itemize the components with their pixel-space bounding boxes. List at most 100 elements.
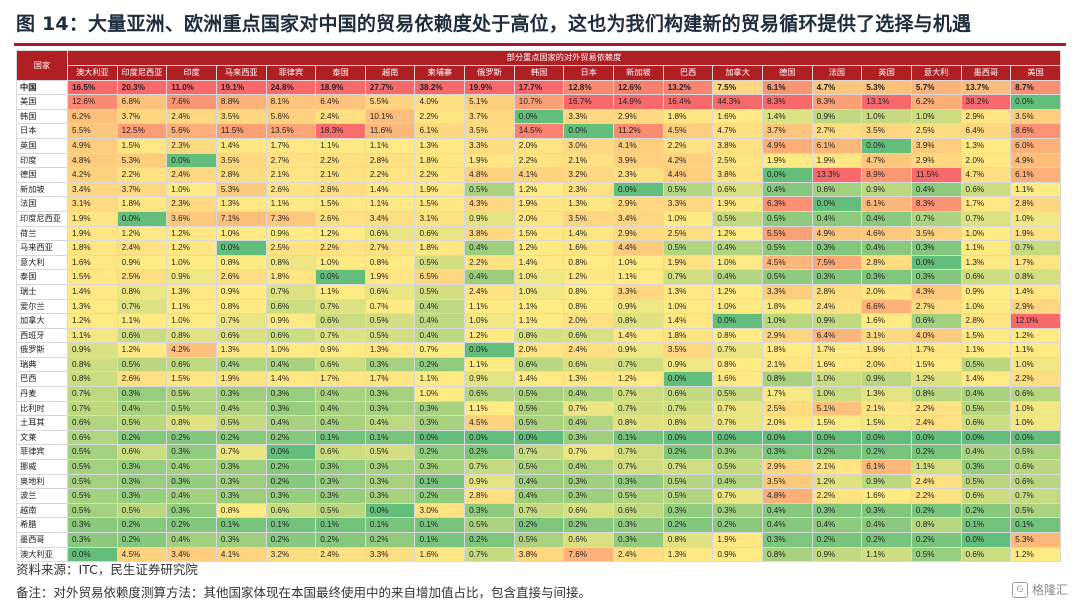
- table-cell: 0.5%: [513, 386, 565, 402]
- table-cell: 0.1%: [960, 517, 1012, 533]
- table-cell: 2.8%: [811, 283, 863, 300]
- table-cell: 2.5%: [761, 400, 813, 417]
- table-cell: 2.2%: [1010, 371, 1061, 388]
- table-cell: 0.6%: [315, 356, 366, 373]
- table-cell: 6.6%: [861, 298, 912, 315]
- table-cell: 4.3%: [910, 283, 962, 300]
- table-cell: 2.1%: [761, 356, 813, 373]
- table-cell: 0.0%: [464, 429, 515, 446]
- table-cell: 0.7%: [662, 459, 714, 475]
- row-label: 挪威: [16, 459, 68, 475]
- table-cell: 6.2%: [67, 108, 118, 125]
- table-cell: 0.4%: [315, 386, 366, 402]
- table-cell: 4.1%: [613, 137, 664, 154]
- table-cell: 0.1%: [364, 517, 416, 533]
- table-cell: 2.6%: [215, 269, 267, 285]
- table-cell: 12.0%: [1010, 313, 1061, 329]
- table-cell: 3.5%: [563, 210, 615, 227]
- table-cell: 0.0%: [811, 429, 863, 446]
- table-cell: 7.3%: [265, 210, 317, 227]
- table-cell: 0.7%: [662, 269, 714, 285]
- table-cell: 1.9%: [414, 181, 466, 198]
- table-cell: 6.0%: [1010, 137, 1061, 154]
- table-cell: 18.3%: [315, 123, 366, 139]
- table-cell: 0.9%: [464, 473, 515, 490]
- table-row: 挪威 0.5% 0.3% 0.4% 0.3% 0.2% 0.3% 0.3% 0.3% 0.7% 0.…: [16, 459, 1061, 475]
- column-header-row: 澳大利亚 印度尼西亚 印度 马来西亚 菲律宾 泰国 越南 柬埔寨 俄罗斯 韩国 日本 新加坡 巴西 加拿大…: [17, 65, 1061, 81]
- table-cell: 0.3%: [861, 502, 912, 519]
- table-row: 中国 16.5% 20.3% 11.0% 19.1% 24.8% 18.9% 27.7% 38.…: [16, 79, 1061, 96]
- table-cell: 0.1%: [414, 532, 466, 548]
- table-cell: 0.5%: [662, 488, 714, 504]
- table-cell: 4.5%: [662, 123, 714, 139]
- table-cell: 0.9%: [265, 313, 317, 329]
- table-cell: 4.1%: [215, 546, 267, 563]
- row-label: 马来西亚: [16, 240, 68, 256]
- table-cell: 1.0%: [166, 313, 217, 329]
- table-cell: 2.2%: [910, 488, 962, 504]
- table-row: 爱尔兰 1.3% 0.7% 1.1% 0.8% 0.6% 0.7% 0.7% 0.4% 1.1% 1…: [16, 298, 1061, 315]
- table-cell: 0.3%: [960, 459, 1012, 475]
- table-cell: 13.1%: [861, 94, 912, 110]
- table-cell: 1.9%: [712, 196, 763, 212]
- table-cell: 6.2%: [910, 94, 962, 110]
- table-cell: 0.6%: [364, 225, 416, 242]
- table-cell: 3.5%: [761, 473, 813, 490]
- table-cell: 0.6%: [563, 356, 615, 373]
- table-cell: 6.1%: [761, 79, 813, 96]
- table-cell: 1.4%: [265, 371, 317, 388]
- table-cell: 1.1%: [513, 313, 565, 329]
- table-cell: 5.6%: [166, 123, 217, 139]
- table-row: 荷兰 1.9% 1.2% 1.2% 1.0% 0.9% 1.2% 0.6% 0.6% 3.8% 1.…: [16, 225, 1061, 242]
- table-cell: 1.1%: [960, 240, 1012, 256]
- table-row: 新加坡 3.4% 3.7% 1.0% 5.3% 2.6% 2.8% 1.4% 1.9% 0.5% 1…: [16, 181, 1061, 198]
- table-cell: 1.4%: [563, 225, 615, 242]
- table-cell: 3.7%: [464, 108, 515, 125]
- table-cell: 0.7%: [265, 283, 317, 300]
- table-cell: 0.4%: [414, 313, 466, 329]
- table-cell: 1.0%: [662, 298, 714, 315]
- table-cell: 0.4%: [315, 415, 366, 431]
- table-cell: 44.3%: [712, 94, 763, 110]
- table-cell: 2.1%: [563, 152, 615, 169]
- table-cell: 0.4%: [215, 400, 267, 417]
- table-cell: 1.9%: [364, 269, 416, 285]
- table-cell: 0.6%: [166, 356, 217, 373]
- dependency-heatmap-table: 国家 部分重点国家的对外贸易依赖度 澳大利亚 印度尼西亚 印度 马来西亚 菲律宾 泰国 越南…: [16, 50, 1061, 563]
- table-cell: 0.4%: [464, 269, 515, 285]
- table-cell: 0.7%: [613, 444, 664, 461]
- table-cell: 1.3%: [364, 342, 416, 358]
- table-cell: 4.9%: [761, 137, 813, 154]
- table-cell: 0.6%: [960, 546, 1012, 563]
- table-cell: 0.5%: [166, 400, 217, 417]
- table-cell: 1.5%: [910, 356, 962, 373]
- table-cell: 24.8%: [265, 79, 317, 96]
- table-cell: 2.2%: [811, 488, 863, 504]
- table-cell: 2.3%: [613, 167, 664, 183]
- table-cell: 1.7%: [364, 371, 416, 388]
- table-cell: 0.3%: [67, 532, 118, 548]
- table-cell: 0.5%: [960, 400, 1012, 417]
- table-cell: 0.7%: [116, 298, 168, 315]
- table-cell: 6.1%: [1010, 167, 1061, 183]
- table-cell: 0.6%: [563, 327, 615, 344]
- table-cell: 1.9%: [712, 532, 763, 548]
- table-cell: 0.6%: [811, 181, 863, 198]
- table-cell: 1.7%: [265, 137, 317, 154]
- table-cell: 1.6%: [563, 240, 615, 256]
- table-cell: 0.3%: [116, 459, 168, 475]
- table-cell: 0.9%: [861, 181, 912, 198]
- table-cell: 3.5%: [215, 152, 267, 169]
- table-cell: 13.5%: [265, 123, 317, 139]
- table-cell: 0.1%: [414, 517, 466, 533]
- table-cell: 0.0%: [513, 108, 565, 125]
- column-header: 韩国: [513, 65, 565, 81]
- table-cell: 0.6%: [1010, 386, 1061, 402]
- table-row: 巴西 0.8% 2.6% 1.5% 1.9% 1.4% 1.7% 1.7% 1.1% 0.9% 1.…: [16, 371, 1061, 388]
- table-cell: 1.8%: [662, 327, 714, 344]
- row-label: 奥地利: [16, 473, 68, 490]
- table-cell: 0.2%: [215, 429, 267, 446]
- table-cell: 0.3%: [215, 488, 267, 504]
- table-cell: 0.4%: [761, 502, 813, 519]
- table-cell: 1.5%: [861, 415, 912, 431]
